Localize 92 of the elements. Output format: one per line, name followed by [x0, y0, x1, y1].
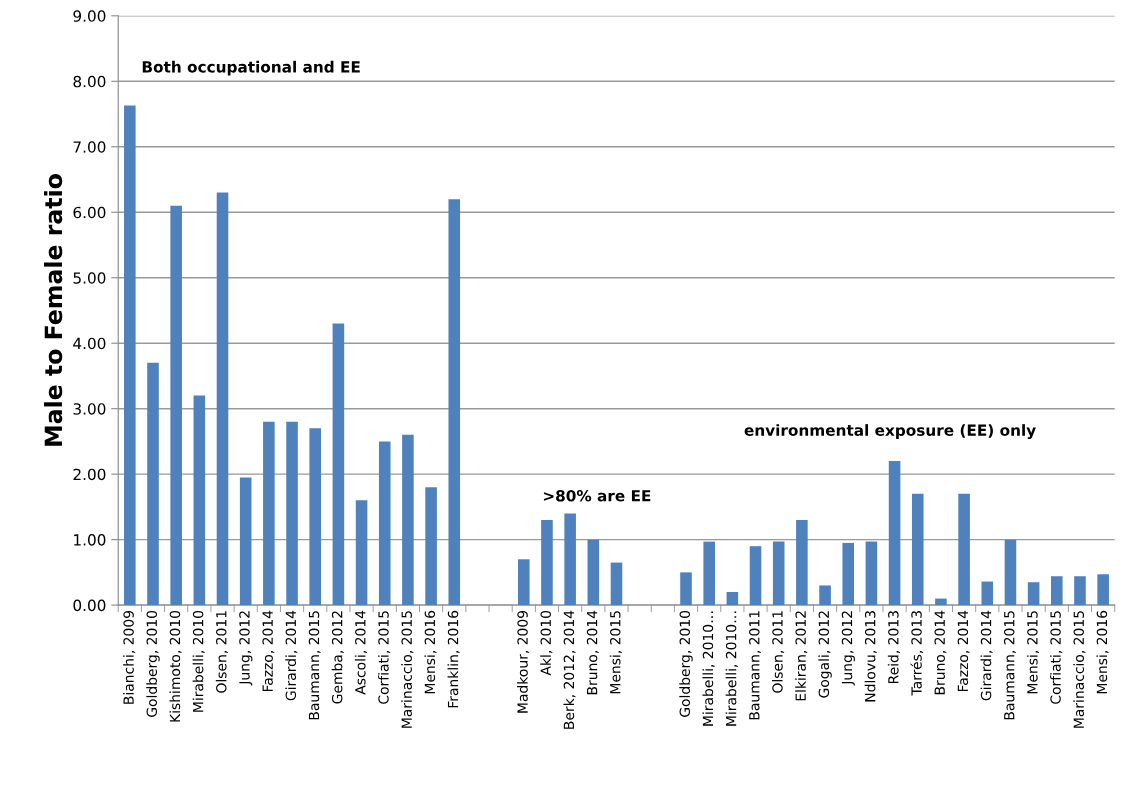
x-tick-label: Mirabelli, 2010… — [702, 611, 715, 726]
bar — [170, 205, 182, 606]
bar — [703, 541, 715, 606]
bar — [378, 441, 391, 606]
annotation: >80% are EE — [543, 489, 651, 502]
bar — [726, 592, 739, 606]
x-tick-label: Ascoli, 2014 — [354, 610, 368, 695]
bar — [888, 461, 901, 606]
x-tick-label: Girardi, 2014 — [980, 610, 993, 701]
x-tick-label: Bruno, 2014 — [934, 610, 947, 695]
bar — [448, 199, 461, 606]
x-tick-label: Mirabelli, 2010 — [192, 610, 205, 712]
bar — [935, 598, 947, 606]
bar — [749, 546, 762, 606]
x-tick-label: Kishimoto, 2010 — [169, 610, 182, 722]
x-tick-label: Jung, 2012 — [239, 611, 253, 686]
x-tick-label: Girardi, 2014 — [285, 610, 298, 701]
bar — [239, 477, 252, 606]
bar — [286, 421, 298, 606]
y-tick-label: 3.00 — [73, 403, 106, 415]
x-tick-label: Ndlovu, 2013 — [864, 611, 877, 702]
bar — [124, 105, 136, 606]
x-tick-label: Baumann, 2015 — [1003, 611, 1016, 720]
bar — [263, 421, 275, 606]
x-tick-label: Berk, 2012, 2014 — [563, 610, 576, 729]
x-tick-label: Baumann, 2011 — [749, 611, 761, 720]
bar — [541, 519, 553, 606]
bar — [819, 585, 831, 606]
x-tick-label: Olsen, 2011 — [771, 611, 785, 693]
bar — [1027, 582, 1040, 606]
y-tick-label: 6.00 — [73, 206, 106, 219]
x-tick-label: Bianchi, 2009 — [123, 610, 136, 704]
x-tick-label: Gemba, 2012 — [331, 611, 344, 704]
x-tick-label: Mensi, 2016 — [424, 610, 437, 694]
y-tick-label: 4.00 — [73, 337, 106, 350]
x-tick-label: Bruno, 2014 — [586, 610, 599, 695]
x-tick-label: Goldberg, 2010 — [679, 610, 693, 717]
bar — [610, 562, 623, 606]
annotation: Both occupational and EE — [142, 60, 360, 76]
x-tick-label: Reid, 2013 — [887, 611, 901, 684]
x-tick-label: Tarrés, 2013 — [910, 611, 924, 696]
bar — [193, 395, 206, 606]
x-tick-label: Fazzo, 2014 — [262, 610, 275, 692]
x-tick-label: Corfiati, 2015 — [1050, 611, 1063, 704]
bar — [865, 541, 878, 606]
x-tick-label: Olsen, 2011 — [215, 611, 228, 693]
bar — [680, 572, 692, 606]
y-tick-label: 2.00 — [73, 468, 106, 481]
bar — [309, 428, 322, 606]
x-tick-label: Mensi, 2016 — [1096, 610, 1109, 694]
x-tick-label: Jung, 2012 — [841, 611, 855, 686]
bar — [332, 323, 345, 606]
x-tick-label: Marinaccio, 2015 — [401, 611, 414, 728]
annotation: environmental exposure (EE) only — [744, 424, 1036, 440]
x-tick-label: Mirabelli, 2010… — [725, 611, 738, 726]
x-tick-label: Goldberg, 2010 — [146, 610, 160, 717]
bar — [216, 192, 229, 606]
bar — [1074, 576, 1086, 606]
bar — [355, 500, 368, 606]
bar — [517, 559, 530, 606]
x-tick-label: Corfiati, 2015 — [378, 611, 391, 704]
bar — [911, 493, 924, 606]
bar — [1051, 576, 1063, 606]
y-tick-label: 8.00 — [73, 75, 106, 88]
x-tick-label: Mensi, 2015 — [1026, 611, 1040, 694]
x-tick-label: Baumann, 2015 — [308, 611, 321, 720]
x-tick-label: Akl, 2010 — [540, 610, 553, 676]
x-tick-label: Marinaccio, 2015 — [1073, 611, 1086, 728]
bar — [402, 434, 414, 606]
x-tick-label: Gogali, 2012 — [818, 611, 832, 698]
y-tick-label: 0.00 — [73, 599, 106, 612]
y-tick-label: 7.00 — [73, 141, 106, 153]
bar — [587, 539, 600, 606]
x-tick-label: Franklin, 2016 — [447, 610, 460, 708]
bar — [981, 581, 994, 606]
x-tick-label: Fazzo, 2014 — [957, 610, 970, 692]
y-tick-label: 5.00 — [73, 272, 106, 284]
bar — [564, 513, 576, 606]
bar — [1004, 539, 1017, 606]
bar — [958, 493, 970, 606]
bar — [796, 519, 808, 606]
x-tick-label: Madkour, 2009 — [517, 610, 530, 713]
bar — [425, 487, 437, 606]
x-tick-label: Elkiran, 2012 — [795, 611, 808, 701]
y-axis-title: Male to Female ratio — [44, 174, 63, 446]
y-tick-label: 1.00 — [74, 534, 106, 546]
x-tick-label: Mensi, 2015 — [609, 611, 622, 694]
bar — [842, 542, 855, 606]
bar — [147, 362, 159, 606]
bar — [772, 541, 785, 606]
y-tick-label: 9.00 — [73, 10, 106, 22]
bar — [1097, 574, 1109, 606]
